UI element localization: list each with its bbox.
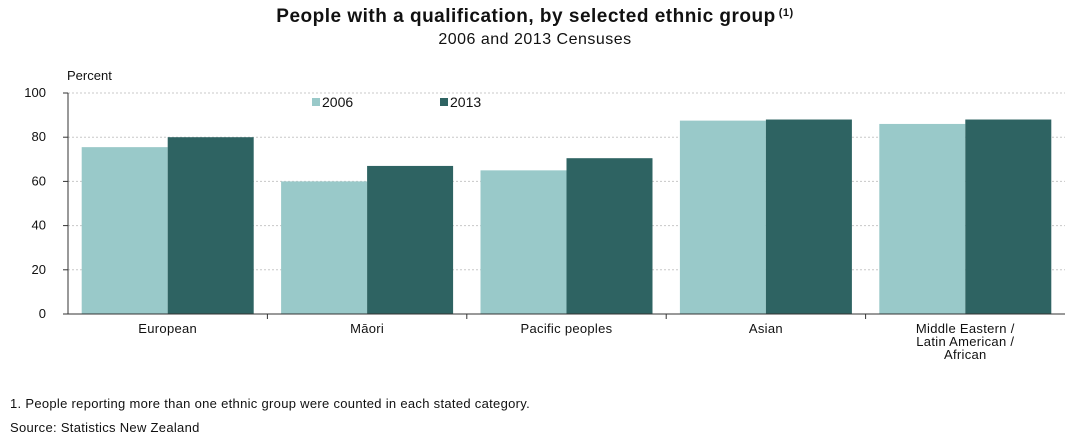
x-category-label: European — [138, 321, 197, 336]
y-tick-label: 20 — [32, 262, 46, 277]
bar-2006-4 — [879, 123, 966, 314]
bar-2013-1 — [367, 165, 454, 314]
x-category-label: Middle Eastern / Latin American / African — [916, 321, 1015, 362]
x-category-label: Asian — [749, 321, 783, 336]
legend-swatch-2013 — [440, 98, 448, 106]
bar-2006-3 — [679, 120, 766, 314]
legend-label-2013: 2013 — [450, 94, 481, 110]
x-category-label: Pacific peoples — [521, 321, 613, 336]
bar-2006-1 — [281, 181, 368, 314]
y-tick-label: 40 — [32, 218, 46, 233]
legend-label-2006: 2006 — [322, 94, 353, 110]
bar-2006-0 — [81, 147, 168, 314]
y-tick-label: 60 — [32, 173, 46, 188]
bars — [81, 119, 1052, 315]
legend-swatch-2006 — [312, 98, 320, 106]
y-axis-label: Percent — [67, 68, 112, 83]
bar-2013-2 — [566, 158, 653, 314]
bar-2006-2 — [480, 170, 567, 314]
chart-title-note: (1) — [778, 7, 794, 19]
bar-chart: 0 20 40 60 80 100 European Māori Pacific peoples… — [24, 85, 1065, 362]
chart-title: People with a qualification, by selected… — [0, 6, 1070, 28]
bar-2013-4 — [965, 119, 1052, 315]
chart-subtitle: 2006 and 2013 Censuses — [438, 31, 632, 48]
source-note: Source: Statistics New Zealand — [10, 420, 200, 435]
chart-title-text: People with a qualification, by selected… — [276, 6, 776, 27]
footnote: 1. People reporting more than one ethnic… — [10, 396, 530, 411]
bar-2013-3 — [765, 119, 852, 315]
y-tick-label: 0 — [39, 306, 46, 321]
y-tick-label: 100 — [24, 85, 46, 100]
y-tick-label: 80 — [32, 129, 46, 144]
bar-2013-0 — [167, 137, 254, 314]
x-category-label: Māori — [350, 321, 384, 336]
axes: 0 20 40 60 80 100 European Māori Pacific peoples… — [24, 85, 1065, 362]
legend: 2006 2013 — [312, 94, 481, 110]
